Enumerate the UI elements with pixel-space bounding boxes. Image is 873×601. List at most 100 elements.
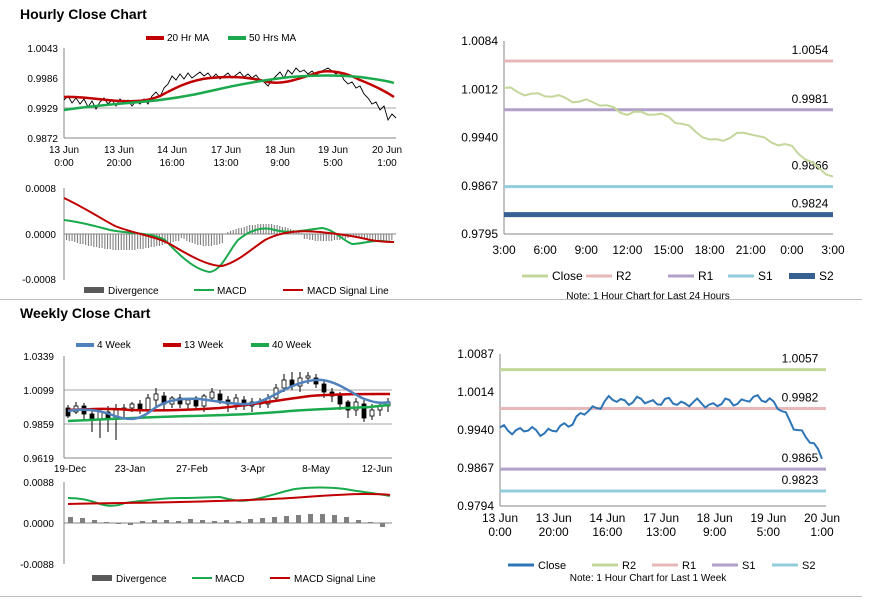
divergence-bar	[134, 234, 136, 250]
divergence-bar	[230, 231, 232, 234]
divergence-bar	[325, 234, 327, 241]
legend-label-close: Close	[552, 269, 583, 283]
divergence-bar	[117, 234, 119, 250]
divergence-bar	[363, 234, 365, 239]
divergence-bar	[210, 234, 212, 246]
divergence-bar	[240, 228, 242, 234]
divergence-bar	[303, 234, 305, 239]
divergence-bar	[249, 225, 251, 234]
divergence-bar	[320, 234, 322, 241]
x-tick-label: 3:00	[821, 243, 845, 257]
y-tick-label: 1.0099	[23, 386, 54, 397]
y-tick-label: 1.0339	[23, 352, 54, 363]
hourly-section-title: Hourly Close Chart	[20, 6, 147, 22]
divergence-bar	[212, 521, 217, 523]
divergence-bar	[172, 234, 174, 242]
divergence-bar	[224, 520, 229, 523]
pivot-level-label: 0.9981	[792, 92, 829, 106]
x-tick-label: 23-Jan	[115, 464, 146, 475]
divergence-bar	[107, 234, 109, 249]
divergence-bar	[188, 519, 193, 523]
y-tick-label: 1.0012	[461, 82, 498, 96]
divergence-bar	[243, 227, 245, 234]
divergence-bar	[388, 234, 390, 241]
divergence-bar	[368, 522, 373, 523]
divergence-bar	[178, 234, 180, 241]
divergence-bar	[284, 227, 286, 234]
legend-swatch-divergence	[92, 575, 112, 581]
hourly-x-ticks: 13 Jun 0:00 13 Jun 20:00 14 Jun 16:00 17…	[49, 145, 402, 169]
hourly-price-axes: 1.0043 0.9986 0.9929 0.9872	[27, 44, 396, 145]
chart-note: Note: 1 Hour Chart for Last 24 Hours	[566, 291, 729, 302]
candle-body	[217, 393, 223, 401]
x-tick-label: 18 Jun	[265, 145, 295, 156]
chart-note: Note: 1 Hour Chart for Last 1 Week	[570, 573, 728, 584]
divergence-bar	[336, 234, 338, 240]
legend-label-r1: R1	[698, 269, 714, 283]
candle-body	[145, 397, 151, 411]
candle-body	[369, 409, 375, 417]
x-tick-label: 17 Jun	[643, 511, 679, 525]
x-tick-label: 15:00	[653, 243, 683, 257]
divergence-bar	[112, 234, 114, 250]
divergence-bar	[96, 234, 98, 247]
section-divider	[0, 299, 862, 300]
divergence-bar	[194, 234, 196, 244]
divergence-bar	[92, 520, 97, 523]
divergence-bar	[90, 234, 92, 246]
divergence-bar	[169, 234, 171, 243]
x-tick-label: 5:00	[323, 158, 343, 169]
legend-label-r2: R2	[616, 269, 632, 283]
y-tick-label: 0.9619	[23, 454, 54, 465]
y-tick-label: 0.9929	[27, 104, 58, 115]
y-tick-label: 1.0014	[457, 385, 494, 399]
divergence-bar	[296, 515, 301, 523]
divergence-bar	[377, 234, 379, 241]
divergence-bar	[309, 234, 311, 240]
divergence-bar	[101, 234, 103, 248]
candle-body	[281, 379, 287, 389]
candle-body	[185, 399, 191, 405]
divergence-bar	[152, 520, 157, 523]
divergence-bar	[369, 234, 371, 240]
divergence-bar	[248, 519, 253, 523]
legend-label-s2: S2	[819, 269, 834, 283]
x-tick-label: 20:00	[539, 525, 569, 539]
divergence-bar	[139, 234, 141, 249]
divergence-bar	[342, 234, 344, 239]
x-tick-label: 9:00	[703, 525, 727, 539]
divergence-bar	[227, 232, 229, 234]
divergence-bar	[191, 234, 193, 243]
weekly-price-legend: 4 Week 13 Week 40 Week	[76, 340, 312, 351]
divergence-bar	[358, 234, 360, 238]
divergence-bar	[221, 234, 223, 243]
divergence-bar	[120, 234, 122, 250]
divergence-bar	[200, 520, 205, 523]
pivot-level-label: 0.9823	[782, 473, 819, 487]
weekly-price-axes: 1.0339 1.0099 0.9859 0.9619 19-Dec 23-Ja…	[23, 352, 392, 475]
x-tick-label: 13 Jun	[536, 511, 572, 525]
divergence-bar	[322, 234, 324, 241]
hourly-macd-series	[63, 197, 395, 274]
candle-body	[353, 401, 359, 411]
pivot-level-label: 0.9824	[792, 197, 829, 211]
divergence-bar	[76, 234, 78, 243]
pivot-level-label: 1.0054	[792, 43, 829, 57]
divergence-bar	[71, 234, 73, 241]
x-tick-label: 20:00	[106, 158, 131, 169]
legend-label-s1: S1	[758, 269, 773, 283]
candle-body	[321, 383, 327, 393]
divergence-bar	[68, 234, 70, 241]
weekly-13-week-line	[67, 392, 390, 412]
divergence-bar	[238, 228, 240, 234]
divergence-bar	[236, 521, 241, 523]
divergence-bar	[126, 234, 128, 250]
x-tick-label: 18 Jun	[697, 511, 733, 525]
divergence-bar	[312, 234, 314, 240]
divergence-bar	[232, 230, 234, 234]
legend-label-divergence: Divergence	[116, 574, 167, 585]
divergence-bar	[175, 234, 177, 241]
divergence-bar	[186, 234, 188, 241]
legend-label-50hrs-ma: 50 Hrs MA	[249, 33, 297, 44]
x-tick-label: 19 Jun	[318, 145, 348, 156]
